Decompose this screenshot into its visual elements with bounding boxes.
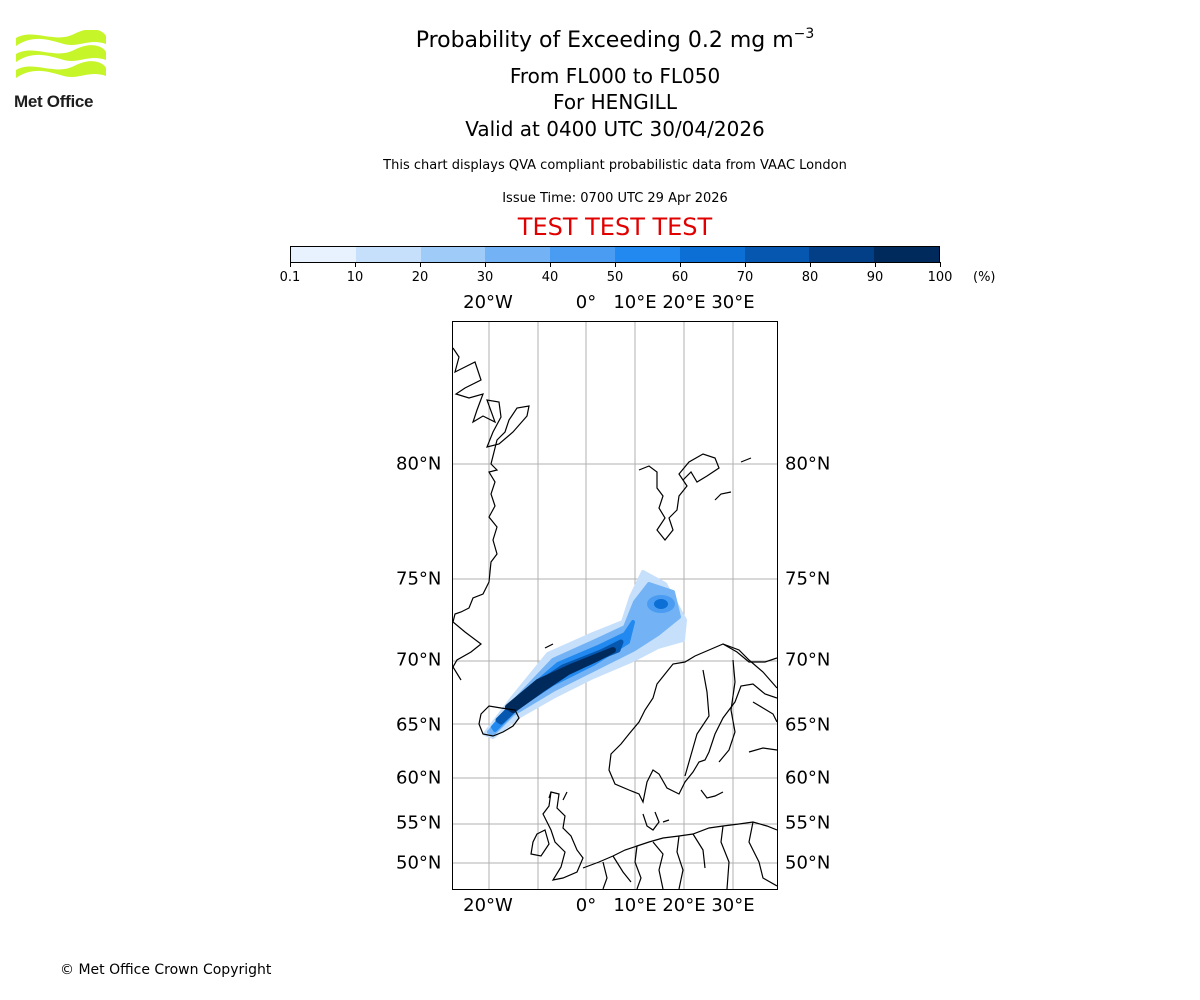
- subtitle-valid-time: Valid at 0400 UTC 30/04/2026: [465, 117, 765, 141]
- lat-label-right-65n: 65°N: [785, 714, 831, 736]
- chart-title: Probability of Exceeding 0.2 mg m−3: [416, 26, 815, 53]
- colorbar-tick-label: 100: [927, 270, 953, 285]
- lat-label-left-80n: 80°N: [396, 453, 442, 475]
- lon-label-top-30e: 30°E: [711, 292, 755, 313]
- colorbar-tick-label: 90: [866, 270, 884, 285]
- colorbar-segment: [291, 247, 356, 262]
- lon-label-bottom-30e: 30°E: [711, 895, 755, 916]
- lat-label-left-50n: 50°N: [396, 852, 442, 874]
- issue-time: Issue Time: 0700 UTC 29 Apr 2026: [502, 191, 728, 206]
- lat-label-left-60n: 60°N: [396, 767, 442, 789]
- colorbar-tick-label: 80: [801, 270, 819, 285]
- lat-label-right-75n: 75°N: [785, 568, 831, 590]
- colorbar-segment: [355, 247, 421, 262]
- colorbar-tick-mark: [939, 262, 941, 267]
- colorbar-segment: [744, 247, 810, 262]
- chart-note: This chart displays QVA compliant probab…: [383, 158, 847, 173]
- colorbar-tick-mark: [614, 262, 616, 267]
- lon-label-bottom-10e: 10°E: [613, 895, 657, 916]
- colorbar-tick-label: 60: [671, 270, 689, 285]
- ash-plume: [483, 570, 687, 739]
- colorbar-tick-label: 20: [411, 270, 429, 285]
- lat-label-right-80n: 80°N: [785, 453, 831, 475]
- colorbar-tick-label: 0.1: [279, 270, 301, 285]
- map-canvas: [453, 322, 777, 889]
- lon-label-bottom-0: 0°: [575, 895, 597, 916]
- colorbar-tick-label: 30: [476, 270, 494, 285]
- colorbar-segment: [809, 247, 875, 262]
- colorbar-tick-mark: [289, 262, 291, 267]
- colorbar: [290, 246, 940, 263]
- test-banner: TEST TEST TEST: [517, 213, 713, 241]
- lon-label-bottom-20w: 20°W: [463, 895, 513, 916]
- colorbar-unit: (%): [973, 270, 996, 285]
- colorbar-segment: [485, 247, 551, 262]
- subtitle-levels: From FL000 to FL050: [509, 64, 721, 88]
- colorbar-tick-mark: [679, 262, 681, 267]
- lat-label-right-50n: 50°N: [785, 852, 831, 874]
- colorbar-tick-mark: [809, 262, 811, 267]
- title-text: Probability of Exceeding 0.2 mg m: [415, 28, 794, 53]
- colorbar-segment: [614, 247, 680, 262]
- logo-text: Met Office: [14, 92, 94, 111]
- gridlines: [453, 322, 777, 889]
- lat-label-right-60n: 60°N: [785, 767, 831, 789]
- colorbar-segment: [550, 247, 615, 262]
- lon-label-top-10e: 10°E: [613, 292, 657, 313]
- met-office-logo-icon: [16, 30, 106, 78]
- lat-label-right-70n: 70°N: [785, 649, 831, 671]
- title-exponent: −3: [793, 26, 815, 42]
- lon-label-top-0: 0°: [575, 292, 597, 313]
- colorbar-tick-mark: [549, 262, 551, 267]
- copyright-notice: © Met Office Crown Copyright: [60, 962, 272, 978]
- lat-label-left-65n: 65°N: [396, 714, 442, 736]
- lat-label-left-70n: 70°N: [396, 649, 442, 671]
- map-panel: [452, 321, 778, 890]
- colorbar-tick-mark: [484, 262, 486, 267]
- colorbar-tick-mark: [744, 262, 746, 267]
- colorbar-tick-label: 40: [541, 270, 559, 285]
- colorbar-tick-mark: [419, 262, 421, 267]
- lon-label-top-20w: 20°W: [463, 292, 513, 313]
- lat-label-left-75n: 75°N: [396, 568, 442, 590]
- lat-label-right-55n: 55°N: [785, 812, 831, 834]
- colorbar-tick-mark: [874, 262, 876, 267]
- coastlines: [453, 347, 777, 889]
- lon-label-top-20e: 20°E: [662, 292, 706, 313]
- colorbar-tick-mark: [354, 262, 356, 267]
- colorbar-tick-label: 50: [606, 270, 624, 285]
- colorbar-segment: [420, 247, 486, 262]
- colorbar-tick-label: 10: [346, 270, 364, 285]
- lon-label-bottom-20e: 20°E: [662, 895, 706, 916]
- lat-label-left-55n: 55°N: [396, 812, 442, 834]
- subtitle-volcano: For HENGILL: [553, 90, 677, 114]
- colorbar-segment: [874, 247, 939, 262]
- colorbar-tick-label: 70: [736, 270, 754, 285]
- colorbar-segment: [679, 247, 745, 262]
